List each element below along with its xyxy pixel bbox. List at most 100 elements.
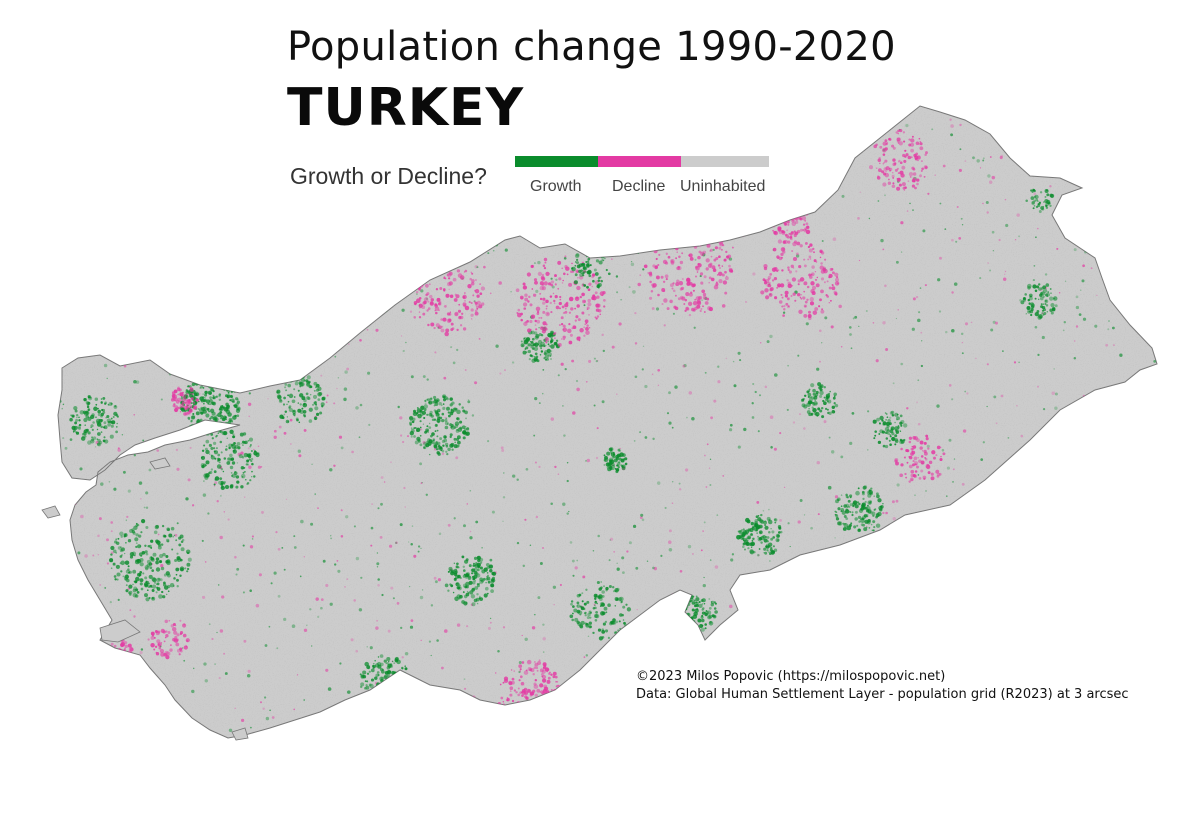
settlement-dot xyxy=(377,578,380,581)
settlement-dot xyxy=(395,683,398,686)
settlement-dot xyxy=(778,210,782,214)
settlement-dot xyxy=(900,420,905,424)
settlement-dot xyxy=(650,290,654,293)
settlement-dot xyxy=(771,279,775,282)
settlement-dot xyxy=(110,421,113,424)
settlement-dot xyxy=(699,624,703,628)
settlement-dot xyxy=(191,382,196,387)
settlement-dot xyxy=(385,662,387,665)
settlement-dot xyxy=(448,312,452,316)
settlement-dot xyxy=(535,710,539,715)
settlement-dot xyxy=(106,418,112,424)
settlement-dot xyxy=(150,546,153,549)
settlement-dot xyxy=(927,192,930,195)
settlement-dot xyxy=(93,406,98,412)
settlement-dot xyxy=(229,465,234,470)
settlement-dot xyxy=(1031,190,1034,193)
settlement-dot xyxy=(276,647,279,650)
settlement-dot xyxy=(120,570,123,573)
settlement-dot xyxy=(153,530,158,535)
settlement-dot xyxy=(600,228,604,232)
settlement-dot xyxy=(134,554,136,557)
settlement-dot xyxy=(1046,310,1049,313)
settlement-dot xyxy=(400,434,403,437)
settlement-dot xyxy=(423,300,427,305)
settlement-dot xyxy=(923,175,926,178)
settlement-dot xyxy=(520,318,523,322)
settlement-dot xyxy=(731,246,734,249)
settlement-dot xyxy=(1073,482,1076,486)
settlement-dot xyxy=(180,223,184,227)
settlement-dot xyxy=(951,328,955,333)
settlement-dot xyxy=(874,434,877,437)
settlement-dot xyxy=(907,155,912,160)
settlement-dot xyxy=(474,586,479,590)
settlement-dot xyxy=(476,266,479,269)
settlement-dot xyxy=(884,194,886,197)
settlement-dot xyxy=(377,283,380,285)
settlement-dot xyxy=(595,664,599,667)
settlement-dot xyxy=(183,397,187,401)
settlement-dot xyxy=(241,476,244,478)
settlement-dot xyxy=(479,566,483,570)
settlement-dot xyxy=(531,626,536,630)
settlement-dot xyxy=(706,297,710,301)
settlement-dot xyxy=(702,250,707,254)
settlement-dot xyxy=(858,520,861,523)
settlement-dot xyxy=(349,213,352,216)
settlement-dot xyxy=(795,211,799,216)
settlement-dot xyxy=(822,268,826,272)
settlement-dot xyxy=(396,290,399,293)
settlement-dot xyxy=(442,317,447,322)
settlement-dot xyxy=(751,402,754,405)
settlement-dot xyxy=(212,423,217,429)
settlement-dot xyxy=(1094,444,1099,449)
settlement-dot xyxy=(779,519,782,522)
settlement-dot xyxy=(853,525,857,529)
settlement-dot xyxy=(210,454,213,457)
settlement-dot xyxy=(192,401,196,404)
settlement-dot xyxy=(251,205,253,207)
settlement-dot xyxy=(415,291,419,294)
settlement-dot xyxy=(517,308,521,312)
settlement-dot xyxy=(429,259,431,261)
settlement-dot xyxy=(401,440,405,444)
settlement-dot xyxy=(139,578,144,583)
settlement-dot xyxy=(449,433,453,437)
settlement-dot xyxy=(501,180,505,184)
settlement-dot xyxy=(540,275,545,280)
settlement-dot xyxy=(387,629,391,633)
settlement-dot xyxy=(197,377,201,381)
settlement-dot xyxy=(528,714,532,718)
settlement-dot xyxy=(1028,302,1031,305)
settlement-dot xyxy=(246,483,249,486)
settlement-dot xyxy=(115,242,119,246)
settlement-dot xyxy=(549,355,552,357)
settlement-dot xyxy=(156,577,161,583)
settlement-dot xyxy=(534,461,537,464)
settlement-dot xyxy=(787,364,789,367)
settlement-dot xyxy=(879,535,883,539)
settlement-dot xyxy=(119,531,124,537)
settlement-dot xyxy=(431,257,435,260)
settlement-dot xyxy=(774,521,777,524)
settlement-dot xyxy=(558,301,562,306)
settlement-dot xyxy=(138,534,142,538)
settlement-dot xyxy=(882,444,886,448)
settlement-dot xyxy=(495,715,498,719)
settlement-dot xyxy=(862,523,866,527)
settlement-dot xyxy=(428,640,431,643)
settlement-dot xyxy=(782,311,786,314)
settlement-dot xyxy=(535,704,539,708)
settlement-dot xyxy=(580,620,585,625)
settlement-dot xyxy=(671,426,674,429)
settlement-dot xyxy=(490,589,494,593)
settlement-dot xyxy=(745,301,747,303)
settlement-dot xyxy=(439,269,443,274)
settlement-dot xyxy=(186,562,191,567)
settlement-dot xyxy=(554,283,557,286)
settlement-dot xyxy=(392,692,397,697)
settlement-dot xyxy=(691,227,694,230)
settlement-dot xyxy=(647,272,650,274)
settlement-dot xyxy=(127,489,131,493)
